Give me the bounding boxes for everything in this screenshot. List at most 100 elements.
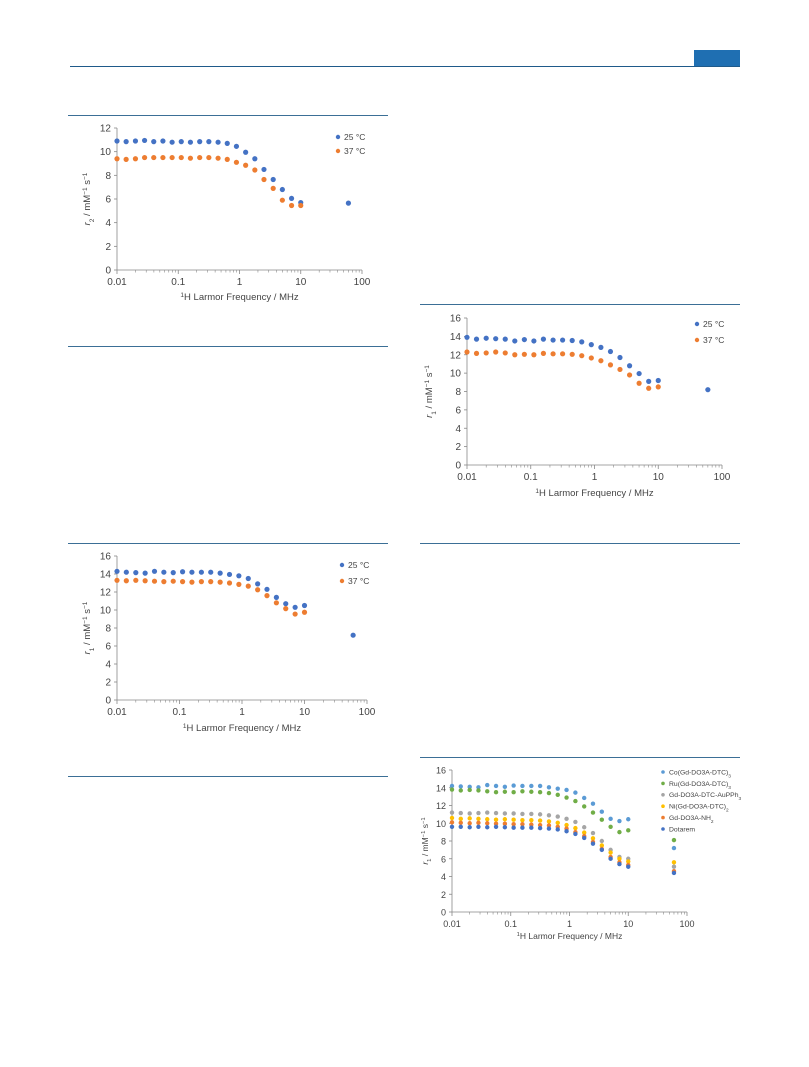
data-point <box>458 784 463 789</box>
x-axis-label: 1H Larmor Frequency / MHz <box>535 488 653 500</box>
data-point <box>273 594 279 600</box>
data-point <box>511 811 516 816</box>
data-point <box>467 784 472 790</box>
data-point <box>189 569 195 575</box>
data-point <box>671 837 677 843</box>
data-point <box>273 600 279 606</box>
data-point <box>579 353 585 359</box>
y-tick-label: 2 <box>441 890 446 900</box>
data-point <box>607 362 614 368</box>
data-point <box>187 155 194 161</box>
x-tick-label: 10 <box>653 472 665 483</box>
x-tick-label: 0.01 <box>457 472 477 483</box>
data-point <box>114 138 120 144</box>
data-point <box>626 859 631 864</box>
data-point <box>529 817 534 823</box>
header-accent-tab <box>694 50 740 66</box>
data-point <box>217 579 223 585</box>
data-point <box>520 817 525 823</box>
data-point <box>464 334 470 340</box>
y-tick-label: 16 <box>100 552 112 563</box>
legend-marker <box>694 321 700 327</box>
series-3 <box>449 815 677 865</box>
x-tick-label: 100 <box>359 707 376 718</box>
x-tick-label: 1 <box>237 277 243 288</box>
data-point <box>467 816 472 821</box>
series-1 <box>449 787 677 843</box>
x-tick-label: 100 <box>354 277 371 288</box>
data-point <box>464 349 470 355</box>
data-point <box>546 826 552 831</box>
data-point <box>301 602 308 609</box>
data-point <box>617 856 622 861</box>
data-point <box>270 185 276 191</box>
legend-marker <box>661 770 665 774</box>
data-point <box>529 789 534 794</box>
data-point <box>449 820 455 825</box>
data-point <box>512 352 518 358</box>
data-point <box>114 577 120 583</box>
figure-separator-7 <box>420 757 740 758</box>
data-point <box>226 571 233 578</box>
data-point <box>502 821 508 826</box>
header-rule <box>70 66 740 67</box>
data-point <box>608 856 613 861</box>
data-point <box>179 569 186 575</box>
data-point <box>546 819 552 824</box>
data-point <box>502 811 508 816</box>
legend-entry: Gd-DO3A-NH2 <box>669 815 714 825</box>
y-axis-label: r1 / mM−1 s−1 <box>424 365 438 418</box>
data-point <box>476 816 481 822</box>
y-tick-label: 10 <box>100 606 112 617</box>
data-point <box>485 821 490 826</box>
data-point <box>493 821 499 826</box>
data-point <box>224 156 230 162</box>
data-point <box>243 162 249 168</box>
data-point <box>502 350 508 356</box>
data-point <box>540 350 547 356</box>
legend-entry: 37 °C <box>348 576 369 586</box>
series-2 <box>449 810 677 869</box>
data-point <box>590 801 596 806</box>
data-point <box>133 577 139 583</box>
data-point <box>520 789 525 794</box>
data-point <box>588 342 594 348</box>
data-point <box>123 156 129 162</box>
data-point <box>564 795 569 800</box>
data-point <box>511 821 516 827</box>
data-point <box>598 344 604 350</box>
data-point <box>449 787 455 792</box>
legend-entry: 37 °C <box>703 335 724 345</box>
legend-entry: Dotarem <box>669 826 695 833</box>
data-point <box>537 822 543 828</box>
y-tick-label: 8 <box>441 837 446 847</box>
figure-separator-4 <box>68 776 388 777</box>
data-point <box>114 156 120 162</box>
x-tick-label: 0.1 <box>173 707 187 718</box>
data-point <box>458 820 463 826</box>
legend-marker <box>661 815 665 820</box>
data-point <box>573 831 578 837</box>
y-tick-label: 8 <box>105 624 111 635</box>
figure-separator-5 <box>420 304 740 305</box>
legend-marker <box>661 827 665 831</box>
data-point <box>467 811 472 816</box>
data-point <box>206 154 212 161</box>
data-point <box>573 819 578 825</box>
legend-entry: Gd-DO3A-DTC-AuPPh3 <box>669 792 742 802</box>
series-0 <box>114 568 356 638</box>
x-tick-label: 10 <box>299 707 311 718</box>
series-5 <box>449 824 677 876</box>
data-point <box>646 385 652 391</box>
data-point <box>458 816 463 822</box>
legend-marker <box>339 562 345 568</box>
data-point <box>476 824 481 829</box>
legend-marker <box>661 781 665 786</box>
data-point <box>458 810 463 816</box>
data-point <box>546 785 552 790</box>
data-point <box>550 351 556 357</box>
data-point <box>485 789 490 794</box>
y-tick-label: 16 <box>450 314 462 325</box>
y-tick-label: 16 <box>436 766 446 776</box>
y-tick-label: 4 <box>455 424 461 435</box>
